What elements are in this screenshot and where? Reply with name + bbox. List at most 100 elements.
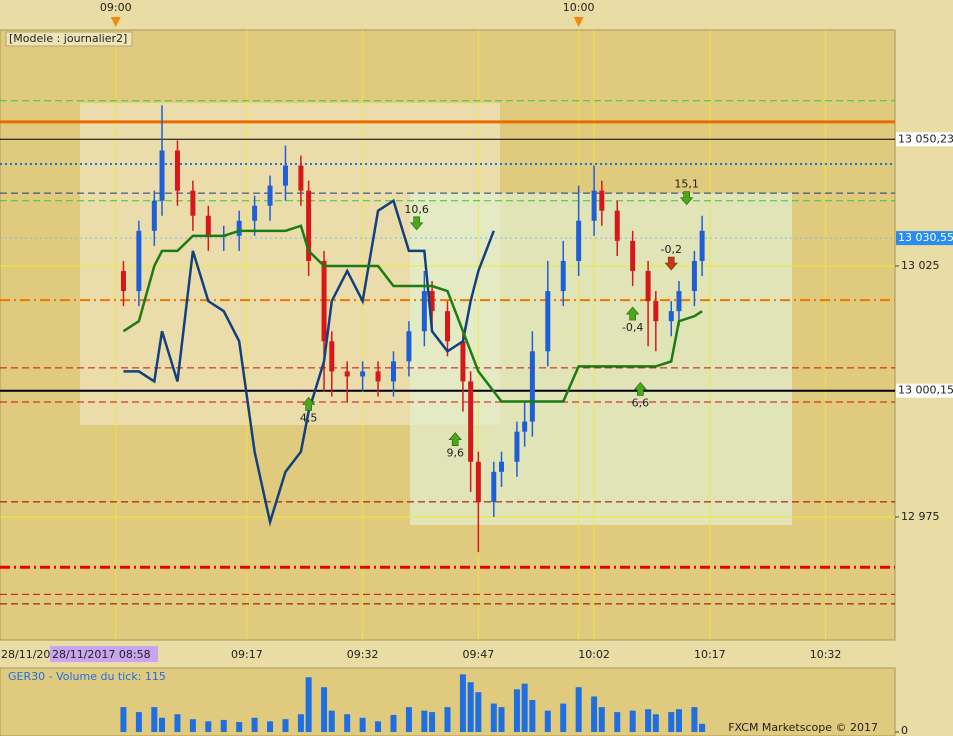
signal-label: -0,4 bbox=[622, 321, 643, 334]
candle-body bbox=[645, 270, 651, 302]
candle-body bbox=[691, 260, 697, 292]
top-tick-label: 09:00 bbox=[100, 1, 132, 14]
candle-body bbox=[630, 240, 636, 271]
volume-bar bbox=[575, 687, 582, 732]
x-tick-label: 10:17 bbox=[694, 648, 726, 661]
volume-bar bbox=[513, 689, 520, 732]
candle-body bbox=[560, 260, 566, 292]
indicator-line bbox=[123, 198, 495, 527]
signal-label: 10,6 bbox=[404, 203, 429, 216]
volume-bar bbox=[251, 717, 258, 732]
signal-arrow bbox=[448, 432, 462, 446]
signal-label: 6,6 bbox=[632, 396, 650, 409]
volume-bar bbox=[297, 714, 304, 732]
signal-arrow bbox=[301, 397, 316, 411]
candle-body bbox=[205, 215, 211, 236]
candle-body bbox=[514, 431, 520, 462]
x-tick-label: 09:32 bbox=[347, 648, 379, 661]
x-tick-label: 10:02 bbox=[578, 648, 610, 661]
footer: FXCM Marketscope © 2017 bbox=[728, 721, 878, 734]
candle-body bbox=[344, 371, 350, 377]
volume-bar bbox=[421, 710, 428, 732]
candle-body bbox=[475, 461, 481, 502]
candle-body bbox=[591, 190, 597, 221]
candle-body bbox=[159, 150, 165, 201]
signal-arrow bbox=[626, 306, 640, 321]
candle-body bbox=[522, 421, 528, 432]
candle-body bbox=[252, 205, 258, 221]
level-label-box bbox=[896, 231, 953, 246]
volume-bar bbox=[675, 709, 682, 732]
candle-body bbox=[529, 351, 535, 422]
volume-bar bbox=[205, 721, 212, 732]
signal-arrow bbox=[633, 381, 648, 396]
volume-bar bbox=[429, 712, 436, 732]
time-marker bbox=[573, 17, 584, 27]
candle-body bbox=[499, 461, 505, 472]
candle-body bbox=[653, 301, 659, 322]
signal-arrow bbox=[680, 191, 694, 206]
candle-body bbox=[491, 471, 497, 502]
volume-bar bbox=[282, 719, 289, 732]
y-tick-label: 12 975 bbox=[901, 510, 940, 523]
candle-body bbox=[468, 381, 474, 462]
candle-body bbox=[421, 291, 427, 332]
volume-bar bbox=[359, 717, 366, 732]
indicator-line bbox=[122, 224, 703, 403]
volume-bar bbox=[544, 710, 551, 732]
candle-body bbox=[236, 220, 242, 236]
y-tick-label: 13 025 bbox=[901, 259, 940, 272]
volume-bar bbox=[375, 721, 382, 732]
zone-box bbox=[410, 193, 792, 525]
date-label: 28/11/20 bbox=[1, 648, 50, 661]
volume-bar bbox=[459, 674, 466, 732]
date-label: 28/11/2017 08:58 bbox=[52, 648, 151, 661]
date-highlight bbox=[50, 646, 158, 662]
volume-bar bbox=[174, 714, 181, 732]
volume-bar bbox=[560, 703, 567, 732]
candle-body bbox=[151, 200, 157, 231]
candle-body bbox=[390, 361, 396, 382]
candle-body bbox=[599, 190, 605, 211]
signal-arrow bbox=[409, 216, 424, 231]
candle-body bbox=[668, 311, 674, 322]
candle-body bbox=[699, 230, 705, 261]
volume-bar bbox=[529, 700, 536, 732]
candle-body bbox=[120, 270, 126, 292]
volume-bar bbox=[328, 710, 335, 732]
candle-body bbox=[406, 331, 412, 362]
volume-bar bbox=[236, 722, 243, 732]
signal-label: 9,6 bbox=[446, 447, 464, 460]
volume-bar bbox=[691, 707, 698, 732]
candle-body bbox=[460, 341, 466, 382]
volume-bar bbox=[405, 707, 412, 732]
signal-label: -0,2 bbox=[661, 243, 682, 256]
level-label-box bbox=[896, 132, 953, 147]
volume-bar bbox=[699, 723, 706, 732]
volume-bar bbox=[305, 677, 312, 732]
volume-bar bbox=[321, 687, 328, 732]
model-box bbox=[5, 31, 133, 47]
volume-bar bbox=[189, 719, 196, 732]
volume-bar bbox=[521, 683, 528, 732]
candle-body bbox=[282, 165, 288, 186]
volume-bar bbox=[390, 714, 397, 732]
candle-body bbox=[576, 220, 582, 261]
volume-bar bbox=[467, 682, 474, 732]
volume-bar bbox=[668, 712, 675, 732]
candle-body bbox=[136, 230, 142, 292]
volume-bar bbox=[591, 696, 598, 732]
candle-body bbox=[306, 190, 312, 261]
candle-body bbox=[360, 371, 366, 377]
signal-label: 4,5 bbox=[300, 412, 318, 425]
volume-bar bbox=[151, 707, 158, 732]
signal-label: 15,1 bbox=[674, 178, 699, 191]
volume-bar bbox=[490, 703, 497, 732]
volume-bar bbox=[645, 709, 652, 732]
level-label: 13 000,15 bbox=[898, 384, 953, 397]
top-tick-label: 10:00 bbox=[563, 1, 595, 14]
time-marker bbox=[110, 17, 121, 27]
volume-bar bbox=[598, 707, 605, 732]
volume-bar bbox=[344, 714, 351, 732]
